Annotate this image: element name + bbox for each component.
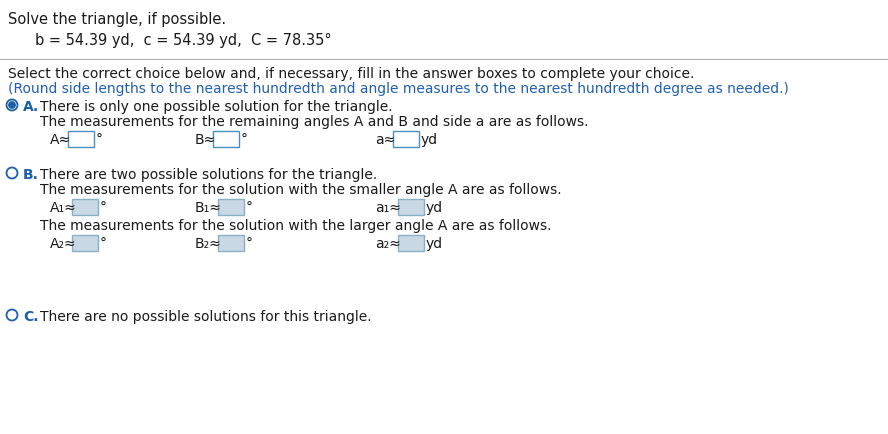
FancyBboxPatch shape bbox=[398, 200, 424, 216]
Text: °: ° bbox=[96, 133, 103, 147]
Text: b = 54.39 yd,  c = 54.39 yd,  C = 78.35°: b = 54.39 yd, c = 54.39 yd, C = 78.35° bbox=[35, 33, 331, 48]
Text: yd: yd bbox=[426, 237, 443, 250]
Text: yd: yd bbox=[426, 201, 443, 214]
Text: yd: yd bbox=[421, 133, 438, 147]
Text: a₁≈: a₁≈ bbox=[375, 201, 400, 214]
Text: °: ° bbox=[241, 133, 248, 147]
Text: There are no possible solutions for this triangle.: There are no possible solutions for this… bbox=[40, 309, 371, 323]
Text: Select the correct choice below and, if necessary, fill in the answer boxes to c: Select the correct choice below and, if … bbox=[8, 67, 694, 81]
Text: A₂≈: A₂≈ bbox=[50, 237, 76, 250]
Circle shape bbox=[6, 100, 18, 111]
Text: °: ° bbox=[246, 237, 253, 250]
Text: The measurements for the solution with the smaller angle A are as follows.: The measurements for the solution with t… bbox=[40, 183, 561, 197]
Text: B≈: B≈ bbox=[195, 133, 217, 147]
Text: B.: B. bbox=[23, 168, 39, 181]
Text: The measurements for the solution with the larger angle A are as follows.: The measurements for the solution with t… bbox=[40, 218, 551, 233]
Text: There is only one possible solution for the triangle.: There is only one possible solution for … bbox=[40, 100, 392, 114]
Text: B₁≈: B₁≈ bbox=[195, 201, 222, 214]
Text: (Round side lengths to the nearest hundredth and angle measures to the nearest h: (Round side lengths to the nearest hundr… bbox=[8, 82, 789, 96]
Circle shape bbox=[9, 102, 15, 109]
Text: Solve the triangle, if possible.: Solve the triangle, if possible. bbox=[8, 12, 226, 27]
Text: A≈: A≈ bbox=[50, 133, 71, 147]
Circle shape bbox=[6, 310, 18, 321]
Text: °: ° bbox=[100, 237, 107, 250]
FancyBboxPatch shape bbox=[72, 200, 98, 216]
Text: A.: A. bbox=[23, 100, 39, 114]
Text: C.: C. bbox=[23, 309, 38, 323]
Text: a₂≈: a₂≈ bbox=[375, 237, 400, 250]
FancyBboxPatch shape bbox=[218, 200, 244, 216]
Text: °: ° bbox=[100, 201, 107, 214]
Text: There are two possible solutions for the triangle.: There are two possible solutions for the… bbox=[40, 168, 377, 181]
Text: B₂≈: B₂≈ bbox=[195, 237, 222, 250]
Text: A₁≈: A₁≈ bbox=[50, 201, 76, 214]
FancyBboxPatch shape bbox=[398, 236, 424, 251]
Text: The measurements for the remaining angles A and B and side a are as follows.: The measurements for the remaining angle… bbox=[40, 115, 589, 129]
Text: °: ° bbox=[246, 201, 253, 214]
FancyBboxPatch shape bbox=[72, 236, 98, 251]
FancyBboxPatch shape bbox=[213, 132, 239, 148]
FancyBboxPatch shape bbox=[68, 132, 94, 148]
Text: a≈: a≈ bbox=[375, 133, 395, 147]
FancyBboxPatch shape bbox=[218, 236, 244, 251]
FancyBboxPatch shape bbox=[393, 132, 419, 148]
Circle shape bbox=[6, 168, 18, 179]
